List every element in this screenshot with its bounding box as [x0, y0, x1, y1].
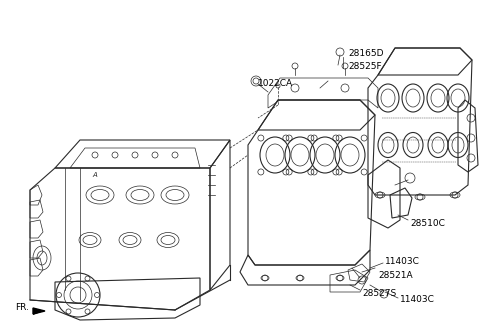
Text: 11403C: 11403C — [400, 296, 435, 305]
Text: 28525F: 28525F — [348, 62, 382, 71]
FancyArrow shape — [15, 309, 41, 315]
Text: 11403C: 11403C — [385, 258, 420, 267]
Polygon shape — [33, 308, 45, 314]
Text: 28521A: 28521A — [378, 270, 413, 279]
Text: 1022CA: 1022CA — [258, 79, 293, 88]
Text: 28510C: 28510C — [410, 219, 445, 228]
Text: 28527S: 28527S — [362, 289, 396, 298]
Text: A: A — [93, 172, 97, 178]
Text: 28165D: 28165D — [348, 49, 384, 58]
Text: FR.: FR. — [15, 304, 29, 312]
